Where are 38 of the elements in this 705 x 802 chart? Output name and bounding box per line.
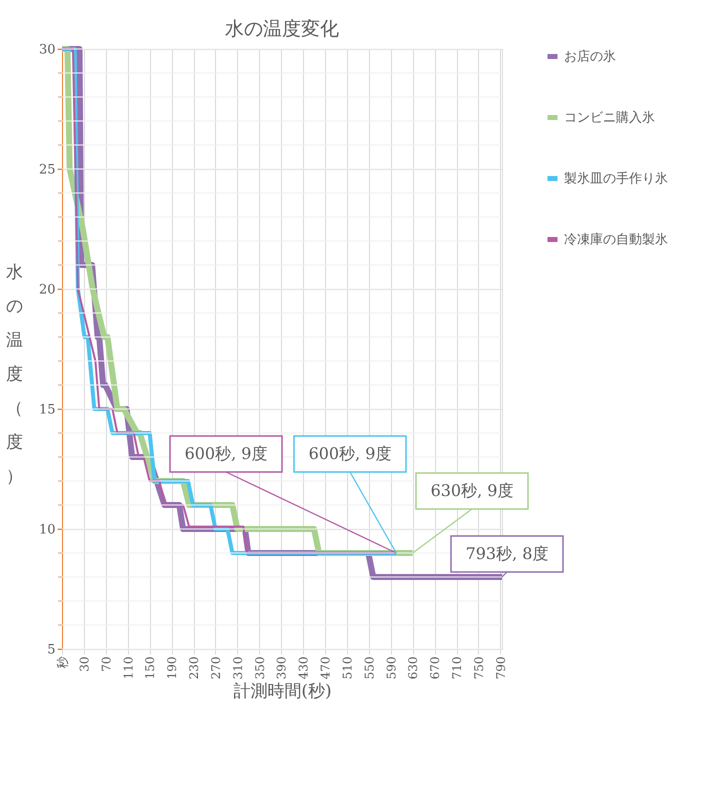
x-tick-label: 750 bbox=[472, 656, 486, 680]
y-tick-label: 25 bbox=[38, 162, 56, 178]
annotation: 630秒, 9度 bbox=[430, 481, 514, 500]
legend-label: 製氷皿の手作り氷 bbox=[564, 172, 668, 186]
x-tick-label: 510 bbox=[340, 656, 354, 680]
y-tick-label: 30 bbox=[38, 42, 56, 58]
x-tick-label: 550 bbox=[362, 656, 376, 680]
x-axis-title: 計測時間(秒) bbox=[233, 681, 332, 702]
x-tick-label: 70 bbox=[99, 656, 114, 672]
x-tick-label: 30 bbox=[77, 656, 92, 672]
x-tick-label: 110 bbox=[121, 656, 136, 680]
x-tick-label: 350 bbox=[252, 656, 267, 680]
annotation: 600秒, 9度 bbox=[184, 444, 268, 463]
y-tick-label: 20 bbox=[38, 282, 56, 298]
legend-label: コンビニ購入氷 bbox=[564, 110, 655, 126]
legend-label: 冷凍庫の自動製氷 bbox=[564, 232, 668, 248]
legend-label: お店の氷 bbox=[564, 48, 616, 64]
annotation: 793秒, 8度 bbox=[466, 544, 548, 563]
x-tick-label: 秒 bbox=[56, 656, 70, 668]
y-tick-label: 10 bbox=[38, 522, 56, 538]
x-tick-label: 710 bbox=[450, 656, 464, 680]
x-tick-label: 190 bbox=[165, 656, 180, 680]
y-tick-label: 5 bbox=[47, 642, 56, 658]
x-tick-label: 390 bbox=[274, 656, 289, 680]
y-axis-title: 水の温度（度） bbox=[6, 262, 23, 486]
x-tick-label: 790 bbox=[494, 656, 508, 680]
annotation: 600秒, 9度 bbox=[308, 444, 392, 463]
x-tick-label: 470 bbox=[318, 656, 333, 680]
x-tick-label: 230 bbox=[187, 656, 202, 680]
x-tick-label: 630 bbox=[406, 656, 420, 680]
x-tick-label: 430 bbox=[296, 656, 311, 680]
x-tick-label: 310 bbox=[230, 656, 245, 680]
chart-title: 水の温度変化 bbox=[225, 18, 339, 40]
y-tick-label: 15 bbox=[38, 402, 56, 418]
x-tick-label: 670 bbox=[428, 656, 442, 680]
x-tick-label: 150 bbox=[143, 656, 158, 680]
x-tick-label: 270 bbox=[208, 656, 223, 680]
x-tick-label: 590 bbox=[384, 656, 398, 680]
